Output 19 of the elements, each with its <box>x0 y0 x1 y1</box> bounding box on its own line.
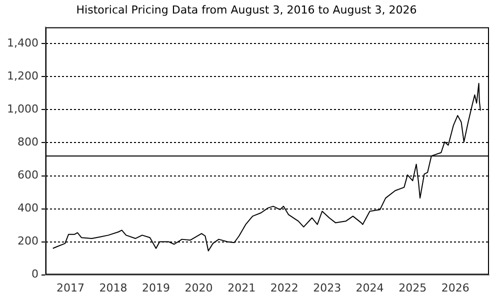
x-tick-label: 2024 <box>356 281 384 294</box>
y-tick-label: 800 <box>17 136 38 149</box>
y-tick-label: 600 <box>17 168 38 182</box>
y-tick-label: 1,200 <box>6 70 38 83</box>
y-tick-label: 0 <box>31 268 38 281</box>
chart-title: Historical Pricing Data from August 3, 2016 to August 3, 2026 <box>76 3 417 16</box>
y-tick-label: 200 <box>17 234 38 248</box>
x-tick-label: 2017 <box>56 281 85 294</box>
x-tick-label: 2025 <box>398 281 427 294</box>
y-tick-label: 1,400 <box>6 36 38 50</box>
y-tick-label: 1,000 <box>6 102 38 116</box>
y-tick-label: 400 <box>17 202 38 215</box>
x-tick-label: 2021 <box>228 281 256 294</box>
x-tick-label: 2020 <box>184 281 213 294</box>
x-tick-label: 2018 <box>99 281 128 294</box>
x-tick-label: 2019 <box>142 281 170 294</box>
x-tick-label: 2023 <box>313 281 342 294</box>
x-tick-label: 2022 <box>270 281 298 294</box>
x-tick-label: 2026 <box>441 281 470 294</box>
